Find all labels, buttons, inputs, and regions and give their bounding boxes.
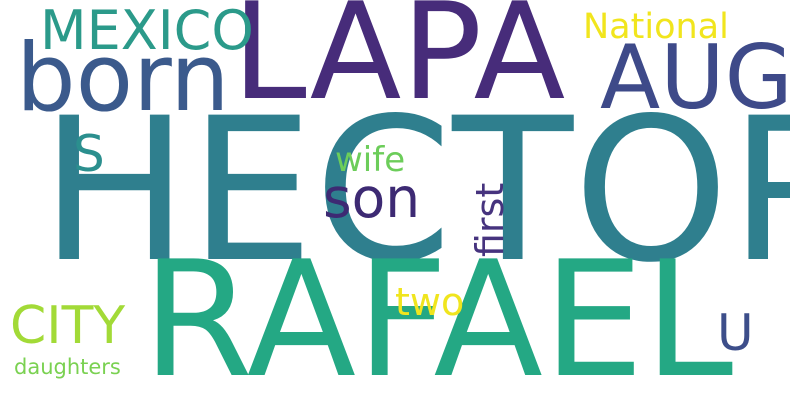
word-mexico: MEXICO xyxy=(40,0,254,62)
word-hector: HECTOR xyxy=(40,75,790,306)
word-u: U xyxy=(717,304,754,362)
word-s: S xyxy=(73,125,105,183)
word-national: National xyxy=(583,7,729,47)
word-wife: wife xyxy=(335,140,406,180)
word-rafael: RAFAEL xyxy=(142,226,734,405)
word-first: first xyxy=(468,182,512,257)
word-two: two xyxy=(395,280,465,324)
word-daughters: daughters xyxy=(14,355,121,379)
word-aug: AUG xyxy=(600,26,790,129)
word-lapa: LAPA xyxy=(232,0,566,130)
word-city: CITY xyxy=(10,296,126,356)
word-born: born xyxy=(16,24,230,133)
word-son: son xyxy=(323,166,421,230)
